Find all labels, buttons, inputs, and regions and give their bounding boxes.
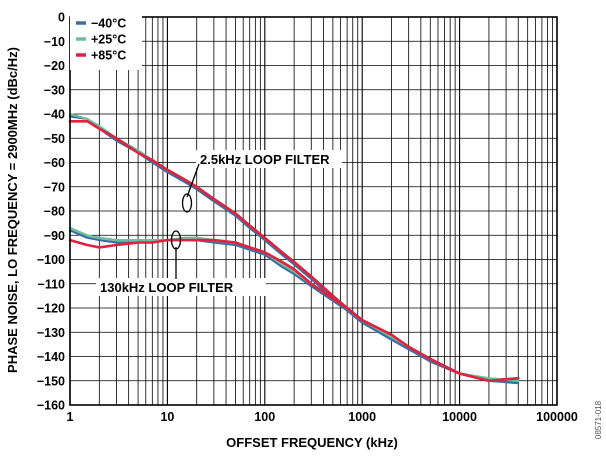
- x-tick-label: 10: [160, 410, 174, 424]
- y-tick-label: −120: [37, 302, 65, 316]
- y-axis-title: PHASE NOISE, LO FREQUENCY = 2900MHz (dBc…: [5, 47, 20, 373]
- y-tick-label: −70: [44, 180, 65, 194]
- legend-label-minus40c: −40°C: [91, 17, 126, 31]
- y-tick-label: −60: [44, 156, 65, 170]
- annotation-2-5khz-loop-filter: 2.5kHz LOOP FILTER: [181, 150, 342, 213]
- grid: [69, 16, 557, 406]
- x-tick-label: 100: [254, 410, 275, 424]
- y-tick-label: 0: [58, 11, 65, 25]
- y-tick-label: −110: [38, 277, 66, 291]
- y-tick-label: −40: [44, 108, 65, 122]
- y-tick-label: −80: [44, 205, 65, 219]
- annotation-background: [196, 150, 342, 168]
- y-tick-label: −10: [44, 35, 65, 49]
- legend-label-plus85c: +85°C: [91, 49, 126, 63]
- x-tick-label: 100000: [536, 410, 578, 424]
- tick-labels: 0 −10 −20 −30 −40 −50 −60 −70 −80 −90 −100 −110 −120…: [37, 11, 578, 425]
- y-tick-label: −130: [37, 326, 65, 340]
- y-tick-label: −100: [37, 253, 65, 267]
- y-tick-label: −160: [37, 399, 65, 413]
- x-tick-label: 1: [67, 410, 74, 424]
- y-tick-label: −50: [44, 132, 65, 146]
- x-tick-label: 1000: [348, 410, 376, 424]
- figure-id: 08571-018: [594, 400, 603, 439]
- series-line-130khz-2: [68, 238, 520, 383]
- annotation-marker-2-5khz: [181, 193, 193, 213]
- legend-label-plus25c: +25°C: [91, 33, 126, 47]
- y-tick-label: −140: [37, 350, 65, 364]
- annotation-marker-130khz: [170, 230, 182, 250]
- series-lines: [68, 112, 520, 385]
- annotation-label-2-5khz: 2.5kHz LOOP FILTER: [200, 152, 330, 167]
- y-tick-label: −30: [44, 83, 65, 97]
- y-tick-label: −150: [37, 374, 65, 388]
- annotation-130khz-loop-filter: 130kHz LOOP FILTER: [96, 230, 266, 296]
- legend: −40°C +25°C +85°C: [70, 14, 142, 70]
- x-tick-label: 10000: [442, 410, 477, 424]
- plot-frame: [69, 16, 558, 406]
- annotation-leader-2-5khz: [186, 163, 200, 198]
- y-tick-label: −20: [44, 59, 65, 73]
- annotation-background: [96, 278, 266, 296]
- x-axis-title: OFFSET FREQUENCY (kHz): [226, 435, 398, 450]
- annotation-label-130khz: 130kHz LOOP FILTER: [100, 280, 234, 295]
- y-tick-label: −90: [44, 229, 65, 243]
